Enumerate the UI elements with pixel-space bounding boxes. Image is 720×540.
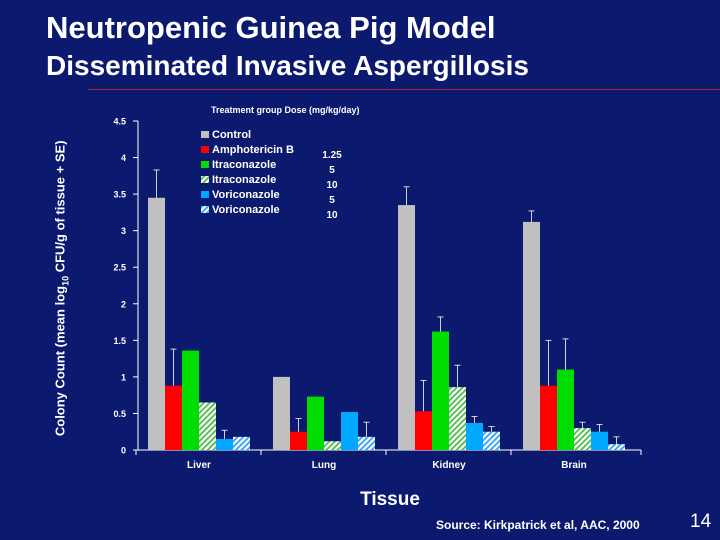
slide-title: Neutropenic Guinea Pig Model — [46, 10, 496, 45]
y-tick-label: 0 — [121, 446, 126, 456]
legend-swatch — [201, 146, 209, 153]
bar — [165, 385, 182, 450]
legend-swatch — [201, 131, 209, 138]
bar — [540, 385, 557, 450]
y-tick-label: 2.5 — [113, 263, 126, 273]
bar — [415, 411, 432, 450]
bar — [216, 439, 233, 450]
bar — [199, 402, 216, 450]
x-axis-label: Tissue — [360, 489, 420, 510]
bar — [398, 205, 415, 450]
source-citation: Source: Kirkpatrick et al, AAC, 2000 — [436, 518, 640, 532]
legend-swatch — [201, 191, 209, 198]
y-tick-label: 3.5 — [113, 190, 126, 200]
bar — [358, 436, 375, 450]
legend-label: Amphotericin B — [212, 144, 294, 156]
legend-dose: 5 — [329, 165, 335, 176]
title-divider — [88, 89, 720, 90]
slide-subtitle: Disseminated Invasive Aspergillosis — [46, 50, 529, 81]
bar — [466, 422, 483, 450]
bar — [273, 376, 290, 450]
bar — [591, 431, 608, 450]
x-tick-label: Brain — [561, 460, 587, 471]
legend-label: Voriconazole — [212, 204, 280, 216]
y-tick-label: 0.5 — [113, 409, 126, 419]
x-tick-label: Kidney — [432, 460, 466, 471]
legend-swatch — [201, 176, 209, 183]
x-tick-label: Lung — [312, 460, 336, 471]
page-number: 14 — [690, 511, 712, 532]
legend-dose: 10 — [326, 180, 338, 191]
legend-dose: 1.25 — [322, 150, 342, 161]
legend-label: Itraconazole — [212, 159, 276, 171]
y-tick-label: 4 — [121, 153, 126, 163]
bar — [182, 350, 199, 450]
legend-dose: 5 — [329, 195, 335, 206]
bar — [483, 431, 500, 450]
bar — [557, 369, 574, 450]
legend-label: Voriconazole — [212, 189, 280, 201]
legend-dose: 10 — [326, 210, 338, 221]
bar — [341, 411, 358, 450]
bar — [307, 396, 324, 450]
y-tick-label: 4.5 — [113, 117, 126, 127]
y-tick-label: 1.5 — [113, 336, 126, 346]
bar — [432, 331, 449, 450]
bar — [290, 431, 307, 450]
bar — [523, 221, 540, 450]
legend-label: Control — [212, 129, 251, 141]
y-tick-label: 3 — [121, 226, 126, 236]
bar — [324, 441, 341, 450]
bar — [608, 444, 625, 450]
bar — [449, 387, 466, 450]
legend-swatch — [201, 206, 209, 213]
legend-label: Itraconazole — [212, 174, 276, 186]
bar — [148, 197, 165, 450]
legend-header: Treatment group Dose (mg/kg/day) — [211, 105, 360, 115]
y-tick-label: 2 — [121, 299, 126, 309]
y-tick-label: 1 — [121, 372, 126, 382]
bar — [233, 436, 250, 450]
x-tick-label: Liver — [187, 460, 211, 471]
bar — [574, 428, 591, 450]
legend-swatch — [201, 161, 209, 168]
